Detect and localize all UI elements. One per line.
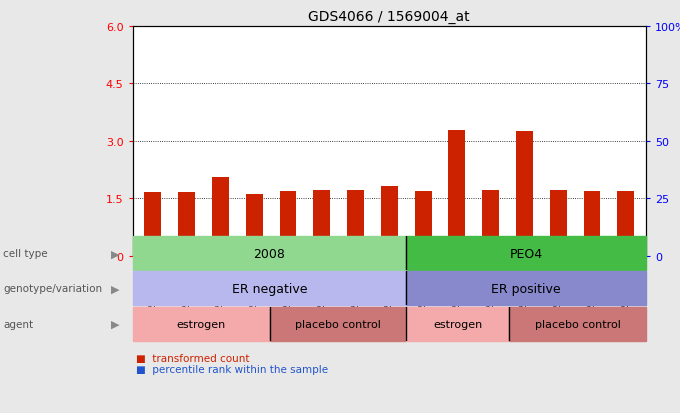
Text: ▶: ▶ [112,284,120,294]
Text: estrogen: estrogen [433,319,482,329]
Bar [516,132,533,256]
Bar [279,192,296,256]
Bar [133,307,269,341]
Bar [415,192,432,256]
Bar [144,247,161,252]
Bar [407,237,646,271]
Bar [381,241,398,247]
Bar [415,246,432,251]
Text: ER negative: ER negative [232,282,307,295]
Bar [144,193,161,256]
Bar [381,187,398,256]
Text: ■  percentile rank within the sample: ■ percentile rank within the sample [136,364,328,374]
Bar [212,178,229,256]
Bar [516,237,533,242]
Bar [448,131,465,256]
Text: PEO4: PEO4 [509,247,543,260]
Bar [448,237,465,242]
Bar [549,190,566,256]
Text: genotype/variation: genotype/variation [3,284,103,294]
Bar [482,246,499,251]
Bar [347,190,364,256]
Bar [212,243,229,248]
Text: cell type: cell type [3,249,48,259]
Bar [617,246,634,251]
Bar [178,246,195,251]
Bar [133,237,407,271]
Bar [347,245,364,250]
Bar [407,272,646,306]
Text: ▶: ▶ [112,249,120,259]
Bar [245,194,262,256]
Title: GDS4066 / 1569004_at: GDS4066 / 1569004_at [309,10,470,24]
Bar [583,248,600,252]
Text: ER positive: ER positive [492,282,561,295]
Bar [245,250,262,254]
Bar [178,193,195,256]
Bar [583,191,600,256]
Bar [617,191,634,256]
Text: agent: agent [3,319,33,329]
Bar [549,246,566,251]
Bar [133,272,407,306]
Bar [313,190,330,256]
Text: ■  transformed count: ■ transformed count [136,353,250,363]
Bar [269,307,407,341]
Text: 2008: 2008 [254,247,286,260]
Bar [407,307,509,341]
Text: ▶: ▶ [112,319,120,329]
Text: estrogen: estrogen [176,319,226,329]
Bar [279,244,296,249]
Bar [482,190,499,256]
Bar [313,246,330,251]
Text: placebo control: placebo control [534,319,620,329]
Text: placebo control: placebo control [295,319,381,329]
Bar [509,307,646,341]
